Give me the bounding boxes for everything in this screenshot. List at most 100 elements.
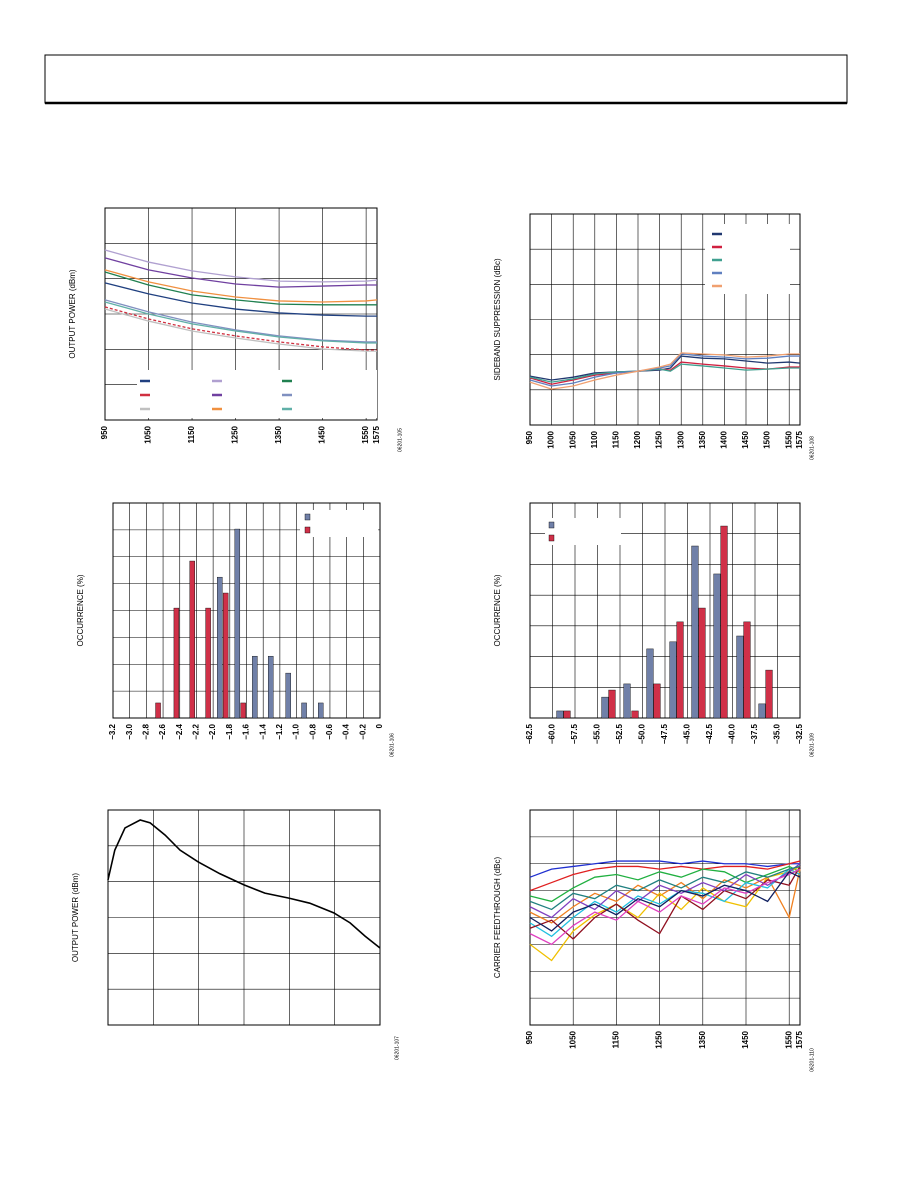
x-tick-label: 1350: [698, 1030, 707, 1048]
x-tick-label: –35.0: [773, 723, 782, 744]
series-line: [529, 355, 801, 381]
x-tick-label: 1150: [612, 430, 621, 448]
x-tick-label: –2.2: [192, 723, 201, 739]
x-tick-label: 1100: [590, 430, 599, 448]
x-tick-label: –50.0: [638, 723, 647, 744]
x-tick-label: 1050: [568, 430, 577, 448]
x-tick-label: 1500: [763, 430, 772, 448]
y-axis-label: SIDEBAND SUPPRESSION (dBc): [493, 258, 502, 381]
series-line: [104, 269, 378, 303]
bar: [631, 710, 639, 719]
bar: [205, 607, 211, 719]
series-line: [104, 308, 377, 352]
series-line: [529, 865, 801, 962]
x-tick-label: 1575: [795, 1030, 804, 1048]
legend-swatch: [548, 534, 555, 542]
bar: [234, 528, 241, 719]
series-line: [104, 282, 377, 317]
x-tick-label: 1350: [698, 430, 707, 448]
figure-id: 06201-106: [389, 733, 395, 757]
legend-box: [545, 518, 621, 545]
series-line: [104, 306, 377, 351]
series-line: [529, 868, 801, 938]
x-tick-label: –3.2: [108, 723, 117, 739]
bar: [608, 689, 616, 719]
series-line: [104, 299, 377, 343]
x-tick-label: –52.5: [615, 723, 624, 744]
header-box: [44, 54, 848, 104]
bar: [601, 696, 609, 719]
x-tick-label: –45.0: [683, 723, 692, 744]
series-line: [529, 363, 800, 383]
x-tick-label: 1050: [568, 1030, 577, 1048]
x-tick-label: –1.6: [242, 723, 251, 739]
bar: [252, 655, 258, 719]
x-tick-label: –60.0: [548, 723, 557, 744]
bar: [720, 525, 728, 719]
series-line: [529, 361, 800, 385]
x-tick-label: 1575: [372, 425, 381, 443]
series-line: [529, 870, 801, 932]
x-tick-label: 1450: [318, 425, 327, 443]
bar: [217, 576, 223, 719]
legend-swatch: [304, 513, 311, 521]
bar: [189, 560, 195, 719]
series-line: [104, 249, 378, 283]
x-tick-label: 1000: [547, 430, 556, 448]
x-tick-label: 1250: [231, 425, 240, 443]
x-tick-label: –0.2: [358, 723, 367, 739]
bar: [155, 702, 161, 719]
x-tick-label: –2.8: [141, 723, 150, 739]
x-tick-label: –62.5: [525, 723, 534, 744]
x-tick-label: –42.5: [705, 723, 714, 744]
bar: [285, 672, 291, 719]
bar: [623, 683, 631, 719]
figure-id: 06201-105: [397, 428, 403, 452]
x-tick-label: –37.5: [750, 723, 759, 744]
x-tick-label: 950: [525, 430, 534, 444]
figure-id: 06201-108: [809, 436, 815, 460]
bar: [556, 710, 564, 719]
y-axis-label: CARRIER FEEDTHROUGH (dBc): [493, 856, 502, 978]
bar: [173, 607, 180, 719]
x-tick-label: 950: [525, 1030, 534, 1044]
x-tick-label: 1450: [741, 1030, 750, 1048]
bar: [676, 621, 684, 719]
bar: [301, 702, 307, 719]
bar: [267, 655, 274, 719]
figure-id: 06201-110: [809, 1048, 815, 1072]
series-line: [529, 860, 800, 878]
x-tick-label: –47.5: [660, 723, 669, 744]
legend-swatch: [548, 521, 555, 529]
bar: [765, 669, 773, 719]
x-tick-label: 1350: [274, 425, 283, 443]
x-tick-label: 0: [375, 723, 384, 728]
bar: [563, 710, 571, 719]
bar: [669, 641, 677, 719]
x-tick-label: –1.0: [292, 723, 301, 739]
series-line: [104, 301, 377, 344]
x-tick-label: 1250: [655, 430, 664, 448]
series-line: [529, 860, 801, 892]
bar: [240, 702, 246, 719]
x-tick-label: 1300: [676, 430, 685, 448]
x-tick-label: –0.8: [308, 723, 317, 739]
y-axis-label: OUTPUT POWER (dBm): [71, 873, 80, 963]
x-tick-label: 1150: [187, 425, 196, 443]
y-axis-label: OCCURRENCE (%): [76, 574, 85, 646]
x-tick-label: –3.0: [125, 723, 134, 739]
bar: [691, 545, 699, 719]
bar: [713, 573, 721, 719]
bar: [758, 703, 766, 719]
bar: [743, 621, 751, 719]
x-tick-label: 1150: [612, 1030, 621, 1048]
x-tick-label: 950: [100, 425, 109, 439]
bar: [318, 702, 324, 719]
x-tick-label: –1.4: [258, 723, 267, 739]
series-line: [529, 353, 800, 387]
x-tick-label: 1550: [784, 430, 793, 448]
bar: [736, 635, 744, 719]
x-tick-label: –0.4: [342, 723, 351, 739]
